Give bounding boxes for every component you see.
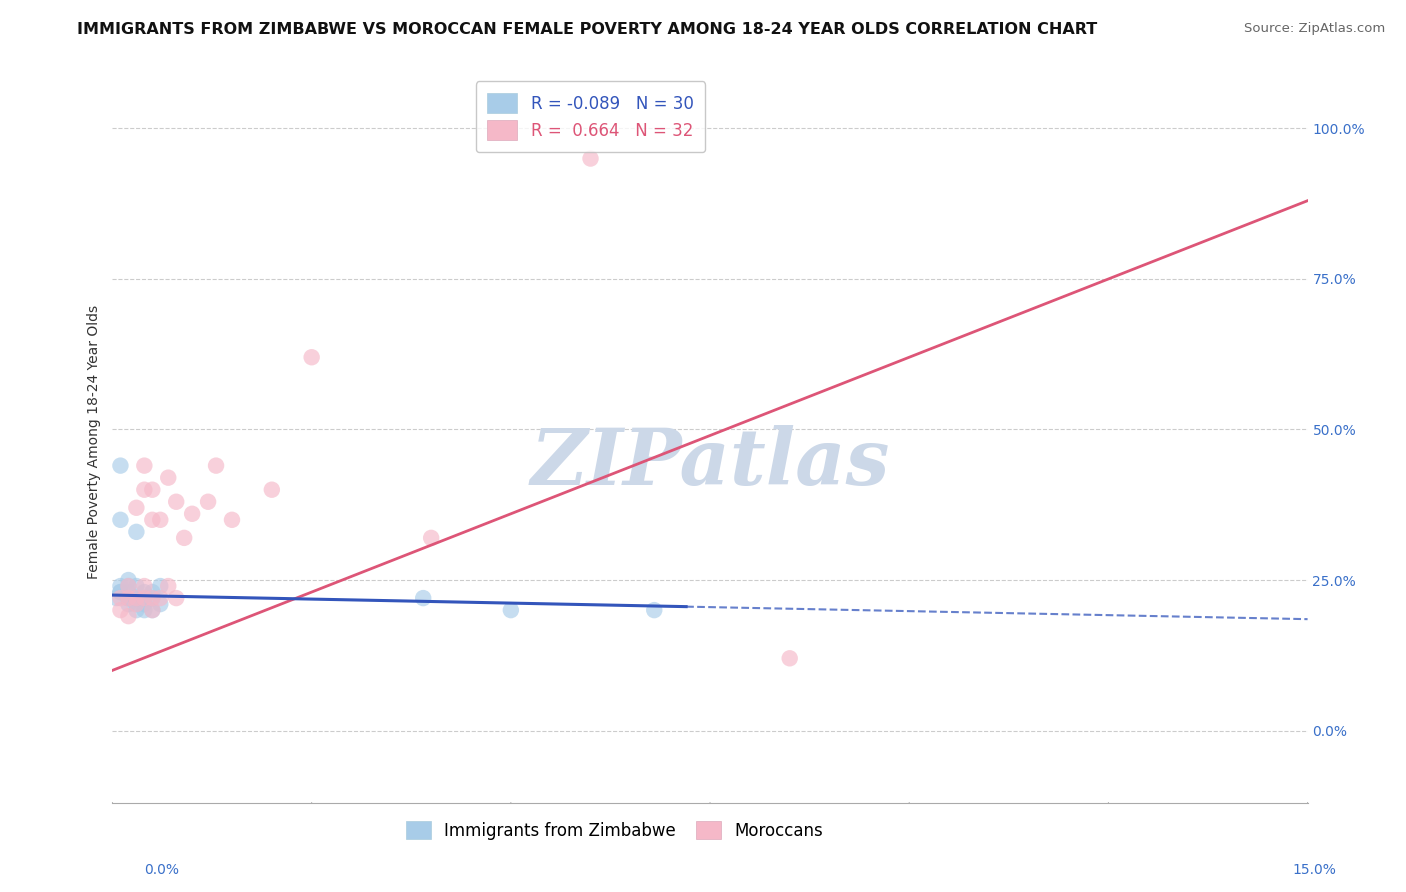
Point <box>125 500 148 515</box>
Point <box>499 603 522 617</box>
Point <box>125 591 148 606</box>
Point <box>117 591 139 606</box>
Point <box>117 597 139 611</box>
Point <box>779 651 801 665</box>
Point <box>149 579 172 593</box>
Point <box>197 494 219 508</box>
Point <box>134 597 156 611</box>
Point <box>117 591 139 606</box>
Point <box>420 531 443 545</box>
Point <box>260 483 283 497</box>
Point <box>125 524 148 539</box>
Point <box>141 585 163 599</box>
Point <box>141 483 163 497</box>
Point <box>157 471 180 485</box>
Point <box>643 603 665 617</box>
Point <box>110 579 132 593</box>
Point <box>117 585 139 599</box>
Point <box>149 597 172 611</box>
Point <box>117 591 139 606</box>
Point <box>125 579 148 593</box>
Legend: Immigrants from Zimbabwe, Moroccans: Immigrants from Zimbabwe, Moroccans <box>399 814 830 847</box>
Point <box>205 458 228 473</box>
Point <box>110 603 132 617</box>
Point <box>134 585 156 599</box>
Text: ZIPatlas: ZIPatlas <box>530 425 890 501</box>
Point <box>125 603 148 617</box>
Point <box>110 591 132 606</box>
Point <box>412 591 434 606</box>
Point <box>173 531 195 545</box>
Point <box>149 591 172 606</box>
Point <box>301 350 323 364</box>
Point <box>134 603 156 617</box>
Point <box>157 579 180 593</box>
Point <box>125 597 148 611</box>
Point <box>110 513 132 527</box>
Point <box>134 458 156 473</box>
Point <box>134 591 156 606</box>
Point <box>149 513 172 527</box>
Text: IMMIGRANTS FROM ZIMBABWE VS MOROCCAN FEMALE POVERTY AMONG 18-24 YEAR OLDS CORREL: IMMIGRANTS FROM ZIMBABWE VS MOROCCAN FEM… <box>77 22 1098 37</box>
Point <box>165 591 187 606</box>
Point <box>141 591 163 606</box>
Point <box>141 513 163 527</box>
Point <box>117 579 139 593</box>
Text: 0.0%: 0.0% <box>145 863 179 878</box>
Point <box>134 483 156 497</box>
Point <box>125 597 148 611</box>
Point <box>117 573 139 587</box>
Point <box>221 513 243 527</box>
Point <box>110 458 132 473</box>
Text: Source: ZipAtlas.com: Source: ZipAtlas.com <box>1244 22 1385 36</box>
Point <box>141 603 163 617</box>
Y-axis label: Female Poverty Among 18-24 Year Olds: Female Poverty Among 18-24 Year Olds <box>87 304 101 579</box>
Point <box>181 507 204 521</box>
Point <box>165 494 187 508</box>
Point <box>110 585 132 599</box>
Text: 15.0%: 15.0% <box>1292 863 1337 878</box>
Point <box>105 591 128 606</box>
Point <box>117 579 139 593</box>
Point <box>117 609 139 624</box>
Point <box>579 152 602 166</box>
Point <box>141 603 163 617</box>
Point <box>134 579 156 593</box>
Point <box>134 591 156 606</box>
Point <box>110 585 132 599</box>
Point <box>125 591 148 606</box>
Point <box>125 591 148 606</box>
Point <box>141 591 163 606</box>
